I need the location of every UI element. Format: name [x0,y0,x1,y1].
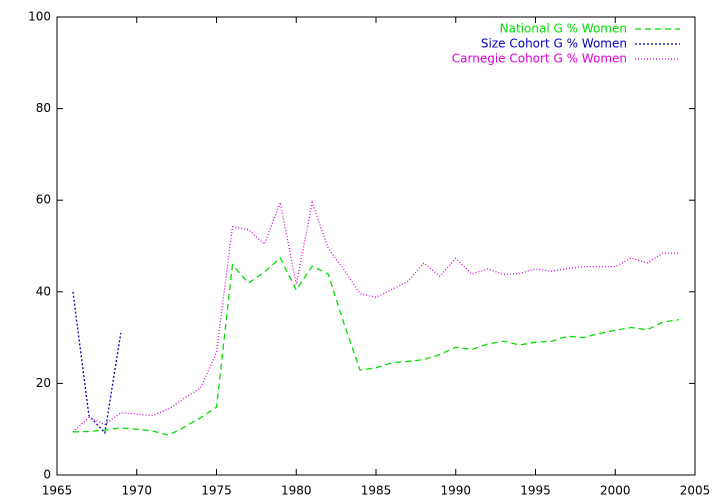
series-line [72,291,122,435]
legend-label: National G % Women [500,22,627,36]
series-line [72,200,680,433]
y-tick-label: 80 [36,101,51,115]
x-tick-label: 2005 [680,484,711,498]
y-tick-label: 100 [28,10,51,24]
x-tick-label: 1995 [520,484,551,498]
legend-label: Size Cohort G % Women [481,37,627,51]
x-tick-label: 1990 [440,484,471,498]
y-tick-label: 40 [36,284,51,298]
legend-label: Carnegie Cohort G % Women [452,52,627,66]
x-tick-label: 1985 [361,484,392,498]
y-tick-label: 0 [43,468,51,482]
x-tick-label: 1975 [201,484,232,498]
y-tick-label: 20 [36,376,51,390]
y-tick-label: 60 [36,193,51,207]
series-line [72,256,680,436]
x-tick-label: 1970 [121,484,152,498]
plot-frame [56,16,696,476]
x-tick-label: 2000 [600,484,631,498]
x-tick-label: 1965 [42,484,73,498]
x-tick-label: 1980 [281,484,312,498]
